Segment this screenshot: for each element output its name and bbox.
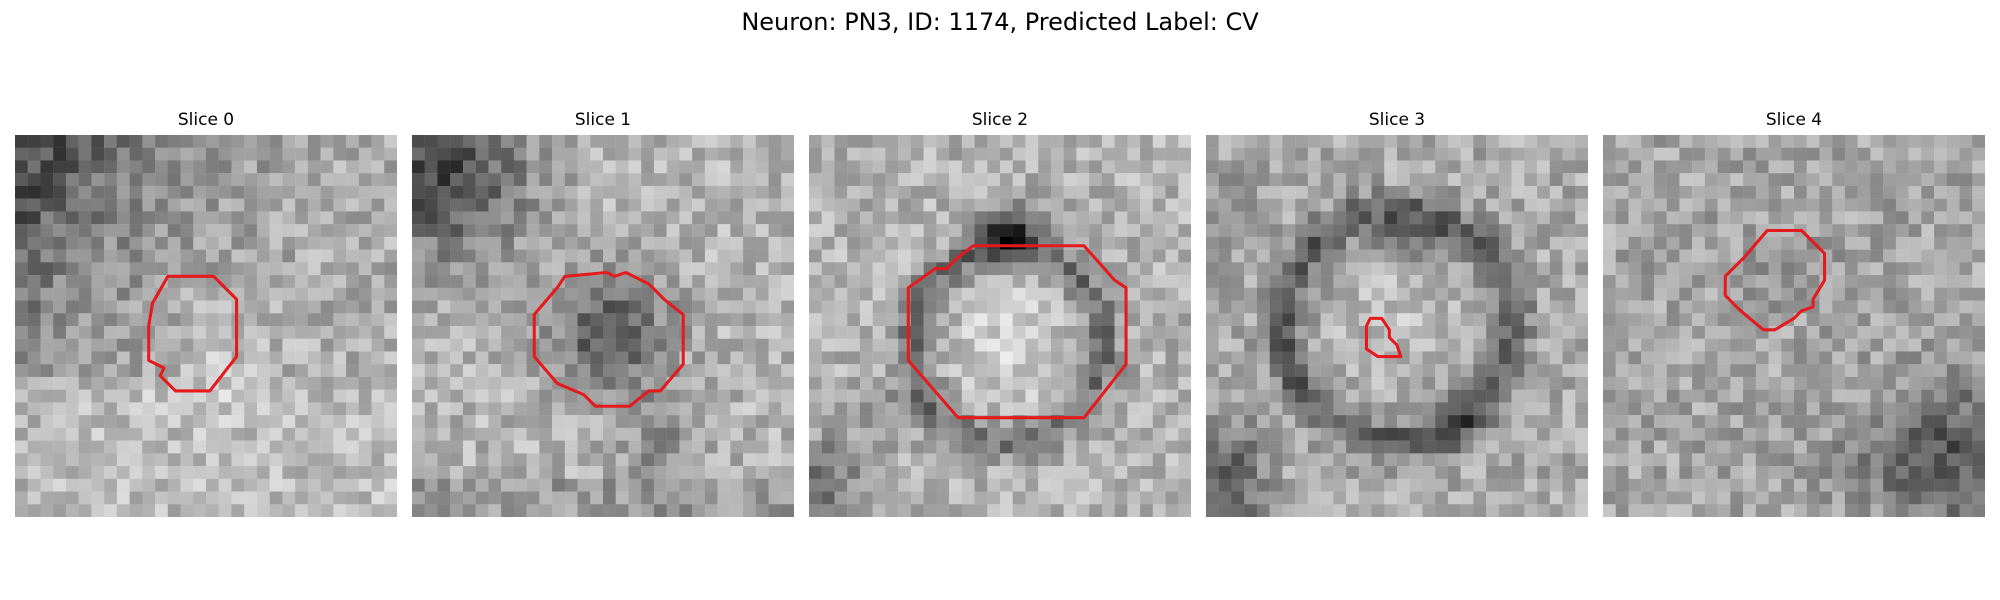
- figure-title: Neuron: PN3, ID: 1174, Predicted Label: …: [741, 8, 1259, 36]
- slice-image: [15, 135, 397, 517]
- slice-image: [1603, 135, 1985, 517]
- slice-title: Slice 4: [1765, 110, 1823, 130]
- segmentation-contour: [1723, 228, 1827, 332]
- slice-title: Slice 1: [574, 110, 632, 130]
- slice-panel-4: Slice 4: [1603, 109, 1985, 517]
- slice-image: [1206, 135, 1588, 517]
- slice-panel-2: Slice 2: [809, 109, 1191, 517]
- slice-panel-0: Slice 0: [15, 109, 397, 517]
- segmentation-contour: [1364, 316, 1403, 359]
- segmentation-contour: [532, 270, 685, 408]
- slice-title: Slice 3: [1368, 110, 1426, 130]
- segmentation-contour: [906, 244, 1128, 420]
- slice-image: [809, 135, 1191, 517]
- segmentation-contour: [147, 274, 239, 393]
- slice-panel-3: Slice 3: [1206, 109, 1588, 517]
- slice-image: [412, 135, 794, 517]
- slice-panel-1: Slice 1: [412, 109, 794, 517]
- slice-title: Slice 0: [177, 110, 235, 130]
- slice-title: Slice 2: [971, 110, 1029, 130]
